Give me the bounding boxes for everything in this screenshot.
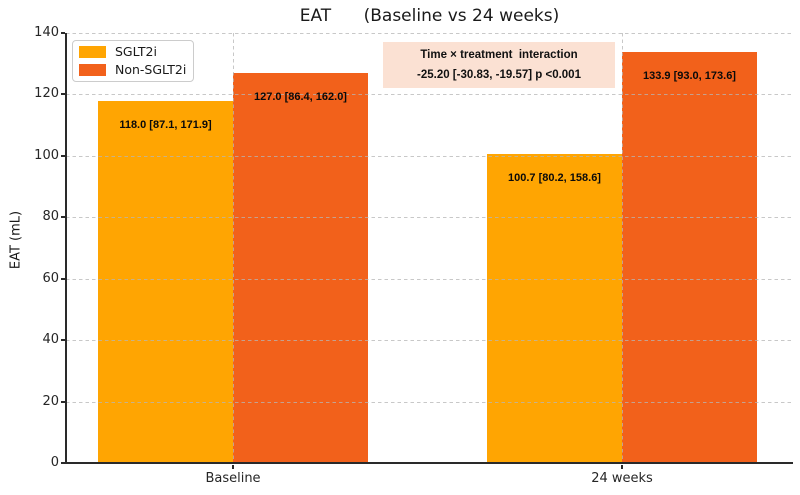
interaction-annotation-box: Time × treatment interaction -25.20 [-30… [383,42,615,88]
h-gridline-100 [66,155,793,157]
bar-value-label-non-sglt2i-baseline: 127.0 [86.4, 162.0] [254,90,347,103]
y-tick-label-120: 120 [34,86,59,102]
legend-label-sglt2i: SGLT2i [115,44,157,59]
legend-swatch-non-sglt2i [79,64,106,76]
y-tick-mark-100 [61,154,65,157]
v-gridline-baseline [233,33,234,463]
v-gridline-24-weeks [622,33,623,463]
y-tick-label-60: 60 [42,270,59,286]
y-tick-mark-60 [61,277,65,280]
legend-item-non-sglt2i: Non-SGLT2i [73,63,193,77]
legend-label-non-sglt2i: Non-SGLT2i [115,62,187,77]
h-gridline-60 [66,278,793,280]
annotation-line-1: Time × treatment interaction [420,48,578,61]
y-tick-label-80: 80 [42,209,59,225]
bar-non-sglt2i-baseline [233,72,368,463]
y-tick-label-140: 140 [34,25,59,40]
x-tick-label-24-weeks: 24 weeks [591,471,653,486]
y-tick-label-0: 0 [50,455,59,470]
x-tick-label-baseline: Baseline [205,471,261,486]
bar-sglt2i-24-weeks [487,153,622,463]
legend-item-sglt2i: SGLT2i [73,45,193,59]
y-tick-mark-40 [61,339,65,342]
y-tick-label-40: 40 [42,332,59,348]
bar-value-label-sglt2i-baseline: 118.0 [87.1, 171.9] [119,118,212,131]
h-gridline-140 [66,33,793,34]
x-tick-mark-baseline [232,465,234,469]
x-axis-spine [65,462,793,464]
h-gridline-80 [66,217,793,219]
h-gridline-20 [66,401,793,403]
y-axis-label: EAT (mL) [8,210,24,270]
y-tick-mark-0 [61,462,65,464]
bar-non-sglt2i-24-weeks [622,51,757,463]
y-tick-label-100: 100 [34,147,59,163]
legend-swatch-sglt2i [79,46,106,58]
legend: SGLT2i Non-SGLT2i [72,40,194,82]
annotation-line-2: -25.20 [-30.83, -19.57] p <0.001 [417,68,581,81]
y-tick-label-20: 20 [42,393,59,409]
y-tick-mark-20 [61,400,65,403]
y-tick-mark-140 [61,32,65,34]
h-gridline-120 [66,94,793,96]
y-tick-mark-80 [61,216,65,219]
h-gridline-40 [66,340,793,342]
bar-value-label-sglt2i-24-weeks: 100.7 [80.2, 158.6] [508,171,601,184]
y-axis-spine [65,33,67,464]
x-tick-mark-24-weeks [621,465,623,469]
bar-value-label-non-sglt2i-24-weeks: 133.9 [93.0, 173.6] [643,69,736,82]
chart-title: EAT (Baseline vs 24 weeks) [299,6,560,26]
y-tick-mark-120 [61,93,65,96]
